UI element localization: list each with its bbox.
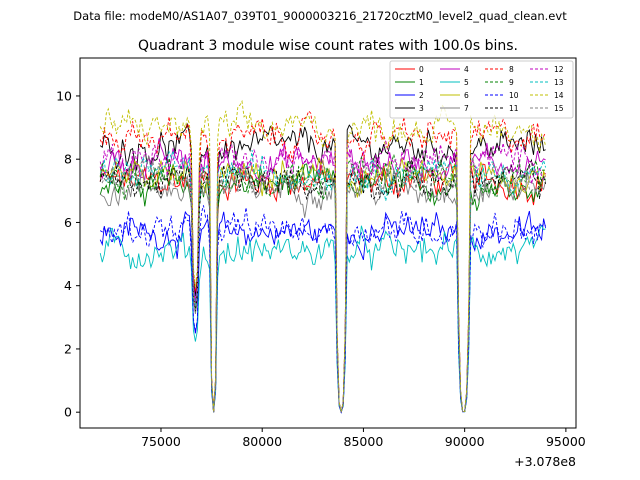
legend-label-15: 15 xyxy=(554,104,564,113)
legend-label-1: 1 xyxy=(419,78,424,87)
legend-box xyxy=(389,60,574,119)
series-line-6 xyxy=(99,157,547,413)
x-tick-label: 80000 xyxy=(242,434,282,449)
series-line-8 xyxy=(99,110,547,413)
series-line-5 xyxy=(99,224,546,414)
series-line-9 xyxy=(99,154,546,413)
axes-frame xyxy=(79,57,577,429)
series-line-3 xyxy=(99,122,546,413)
series-line-0 xyxy=(99,161,546,413)
legend-label-2: 2 xyxy=(419,91,424,100)
legend-label-14: 14 xyxy=(554,91,564,100)
y-tick-label: 6 xyxy=(64,215,72,230)
x-tick-label: 90000 xyxy=(445,434,485,449)
legend-label-9: 9 xyxy=(509,78,514,87)
chart-title: Quadrant 3 module wise count rates with … xyxy=(138,38,518,54)
legend-label-0: 0 xyxy=(419,65,424,74)
legend-label-11: 11 xyxy=(509,104,519,113)
legend-label-7: 7 xyxy=(464,104,469,113)
series-line-14 xyxy=(99,99,547,413)
legend-label-4: 4 xyxy=(464,65,469,74)
series-line-13 xyxy=(99,150,547,413)
legend-label-5: 5 xyxy=(464,78,469,87)
x-axis-offset-label: +3.078e8 xyxy=(514,454,576,469)
legend-label-13: 13 xyxy=(554,78,564,87)
legend-label-10: 10 xyxy=(509,91,519,100)
series-line-15 xyxy=(99,155,546,413)
legend-label-8: 8 xyxy=(509,65,514,74)
y-tick-label: 10 xyxy=(56,88,72,103)
legend-label-6: 6 xyxy=(464,91,469,100)
x-tick-label: 85000 xyxy=(344,434,384,449)
y-tick-label: 4 xyxy=(64,278,72,293)
x-tick-label: 75000 xyxy=(141,434,181,449)
series-line-12 xyxy=(99,139,547,413)
x-tick-label: 95000 xyxy=(546,434,586,449)
figure-suptitle: Data file: modeM0/AS1A07_039T01_90000032… xyxy=(73,9,567,23)
series-line-11 xyxy=(99,157,547,413)
y-tick-label: 8 xyxy=(64,152,72,167)
y-tick-label: 0 xyxy=(64,405,72,420)
plot-area xyxy=(99,99,547,414)
series-line-2 xyxy=(99,210,547,414)
legend-label-12: 12 xyxy=(554,65,564,74)
axis-ticks: 75000 80000 85000 90000 95000 0 2 4 6 8 10 xyxy=(56,88,586,449)
y-tick-label: 2 xyxy=(64,341,72,356)
series-line-10 xyxy=(99,205,546,414)
legend-label-3: 3 xyxy=(419,104,424,113)
